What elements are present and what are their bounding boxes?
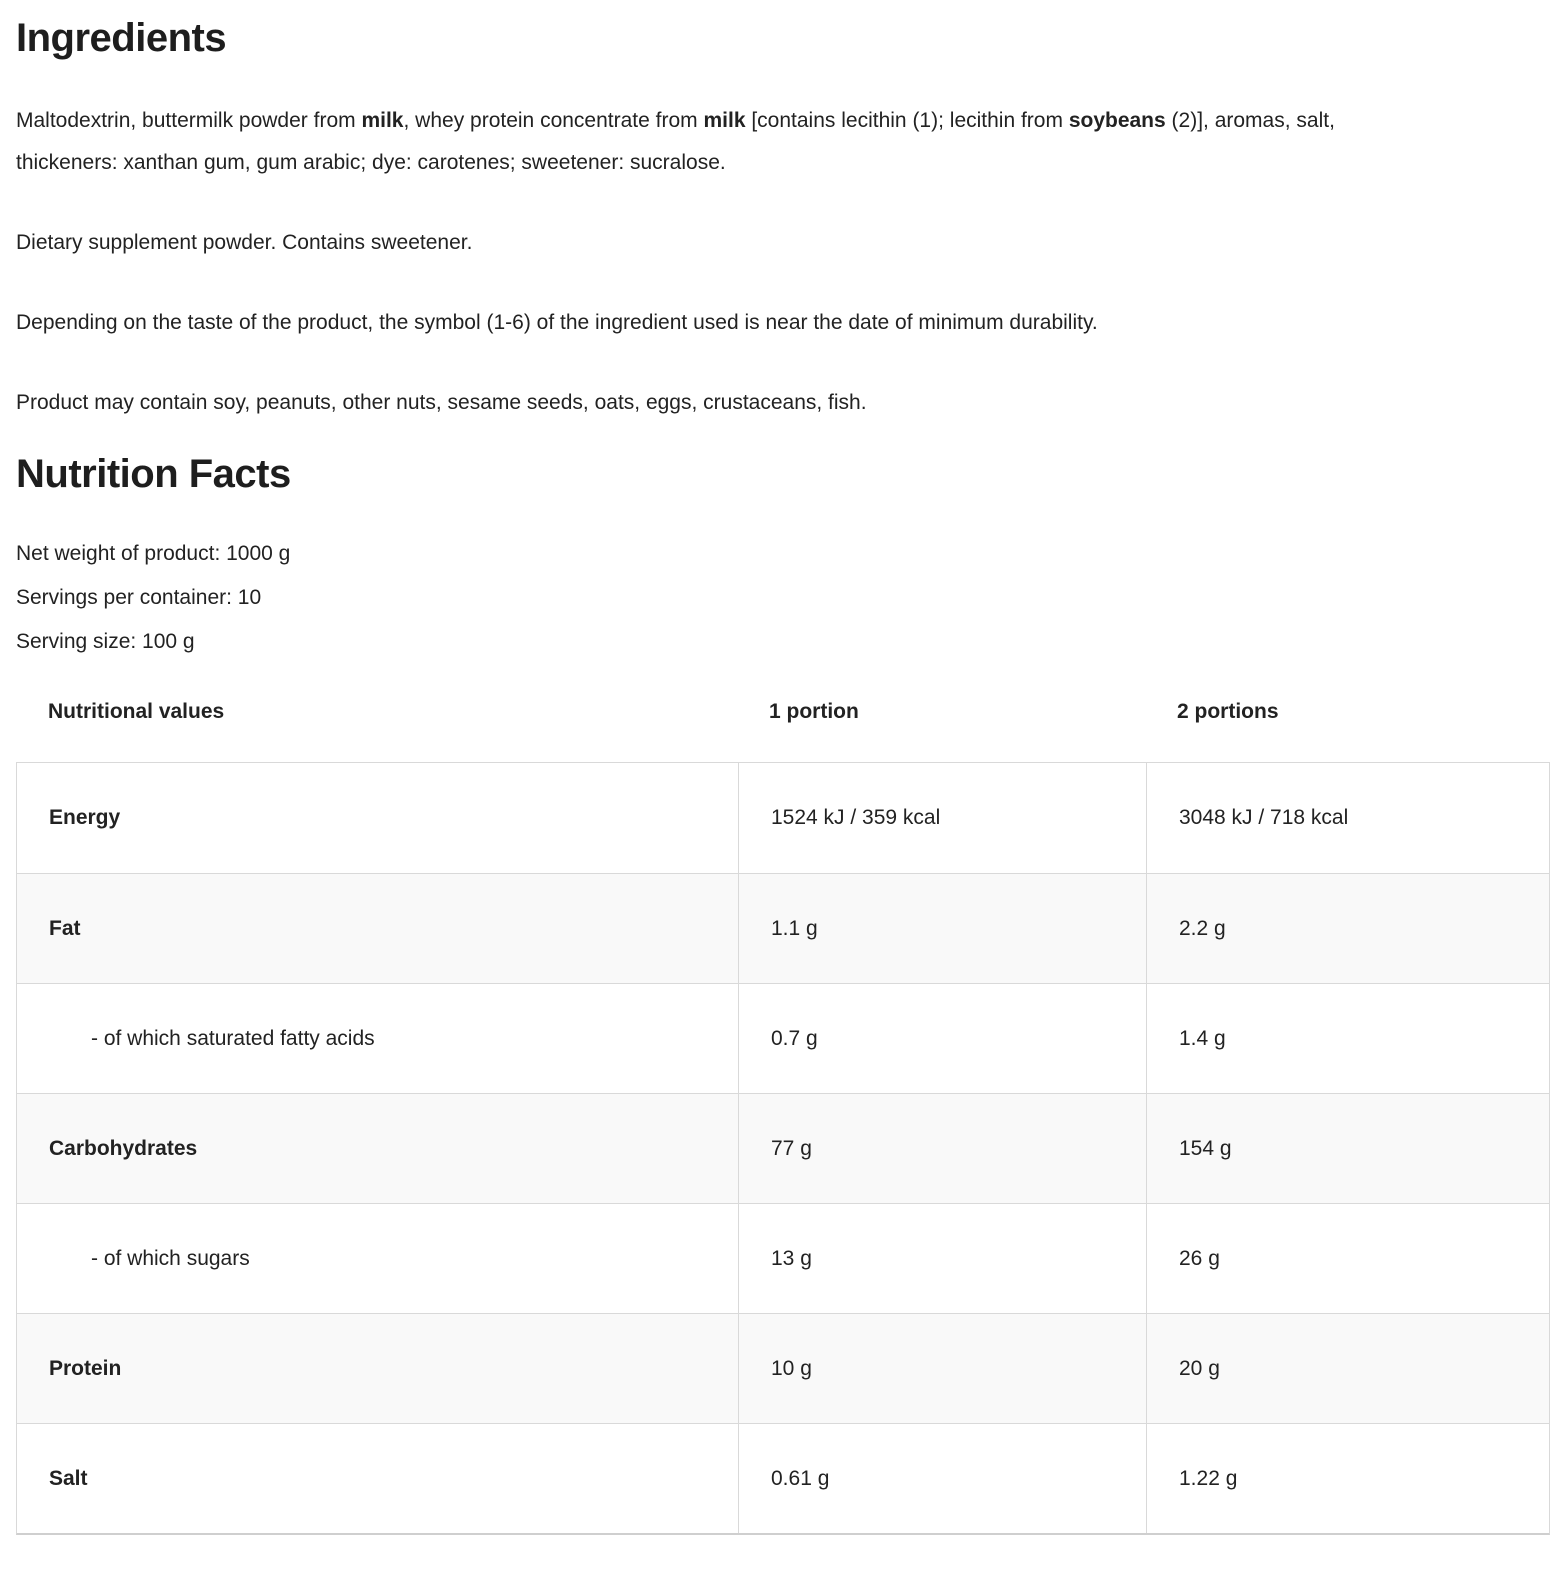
row-portion1-value: 1524 kJ / 359 kcal — [738, 763, 1146, 873]
table-row-protein: Protein 10 g 20 g — [17, 1313, 1549, 1423]
row-portion2-value: 26 g — [1146, 1204, 1549, 1313]
allergens-paragraph: Product may contain soy, peanuts, other … — [16, 391, 867, 414]
row-label: Energy — [49, 806, 121, 829]
row-portion2-value: 3048 kJ / 718 kcal — [1146, 763, 1549, 873]
row-portion2-value: 2.2 g — [1146, 874, 1549, 983]
nutrition-table-header: Nutritional values 1 portion 2 portions — [16, 690, 1550, 734]
table-row-sugars: - of which sugars 13 g 26 g — [17, 1203, 1549, 1313]
ingredients-heading: Ingredients — [16, 16, 227, 60]
row-portion1-value: 0.61 g — [738, 1424, 1146, 1533]
serving-info: Net weight of product: 1000 g Servings p… — [16, 532, 1550, 664]
row-portion1-value: 13 g — [738, 1204, 1146, 1313]
nutrition-facts-heading: Nutrition Facts — [16, 452, 291, 496]
row-portion2-value: 154 g — [1146, 1094, 1549, 1203]
nutrition-table: Energy 1524 kJ / 359 kcal 3048 kJ / 718 … — [16, 762, 1550, 1535]
servings-per-container-line: Servings per container: 10 — [16, 586, 262, 609]
header-nutritional-values: Nutritional values — [48, 700, 225, 723]
row-label: Carbohydrates — [49, 1136, 198, 1160]
net-weight-line: Net weight of product: 1000 g — [16, 542, 291, 565]
row-portion1-value: 77 g — [738, 1094, 1146, 1203]
table-row-fat: Fat 1.1 g 2.2 g — [17, 873, 1549, 983]
table-row-saturated-fatty-acids: - of which saturated fatty acids 0.7 g 1… — [17, 983, 1549, 1093]
row-label: Fat — [49, 916, 81, 940]
row-label: - of which sugars — [91, 1246, 250, 1270]
product-details-section: Ingredients Maltodextrin, buttermilk pow… — [16, 16, 1550, 1535]
symbol-note-paragraph: Depending on the taste of the product, t… — [16, 311, 1098, 334]
row-portion2-value: 1.4 g — [1146, 984, 1549, 1093]
supplement-paragraph: Dietary supplement powder. Contains swee… — [16, 231, 473, 254]
serving-size-line: Serving size: 100 g — [16, 630, 195, 653]
table-row-salt: Salt 0.61 g 1.22 g — [17, 1423, 1549, 1533]
row-label: - of which saturated fatty acids — [91, 1026, 375, 1050]
table-row-energy: Energy 1524 kJ / 359 kcal 3048 kJ / 718 … — [17, 763, 1549, 873]
ingredients-paragraph: Maltodextrin, buttermilk powder from mil… — [16, 109, 1335, 174]
row-portion1-value: 1.1 g — [738, 874, 1146, 983]
row-portion2-value: 20 g — [1146, 1314, 1549, 1423]
row-label: Salt — [49, 1466, 88, 1490]
row-portion1-value: 10 g — [738, 1314, 1146, 1423]
header-2-portions: 2 portions — [1177, 700, 1279, 723]
table-row-carbohydrates: Carbohydrates 77 g 154 g — [17, 1093, 1549, 1203]
row-label: Protein — [49, 1356, 122, 1380]
row-portion1-value: 0.7 g — [738, 984, 1146, 1093]
header-1-portion: 1 portion — [769, 700, 859, 723]
row-portion2-value: 1.22 g — [1146, 1424, 1549, 1533]
